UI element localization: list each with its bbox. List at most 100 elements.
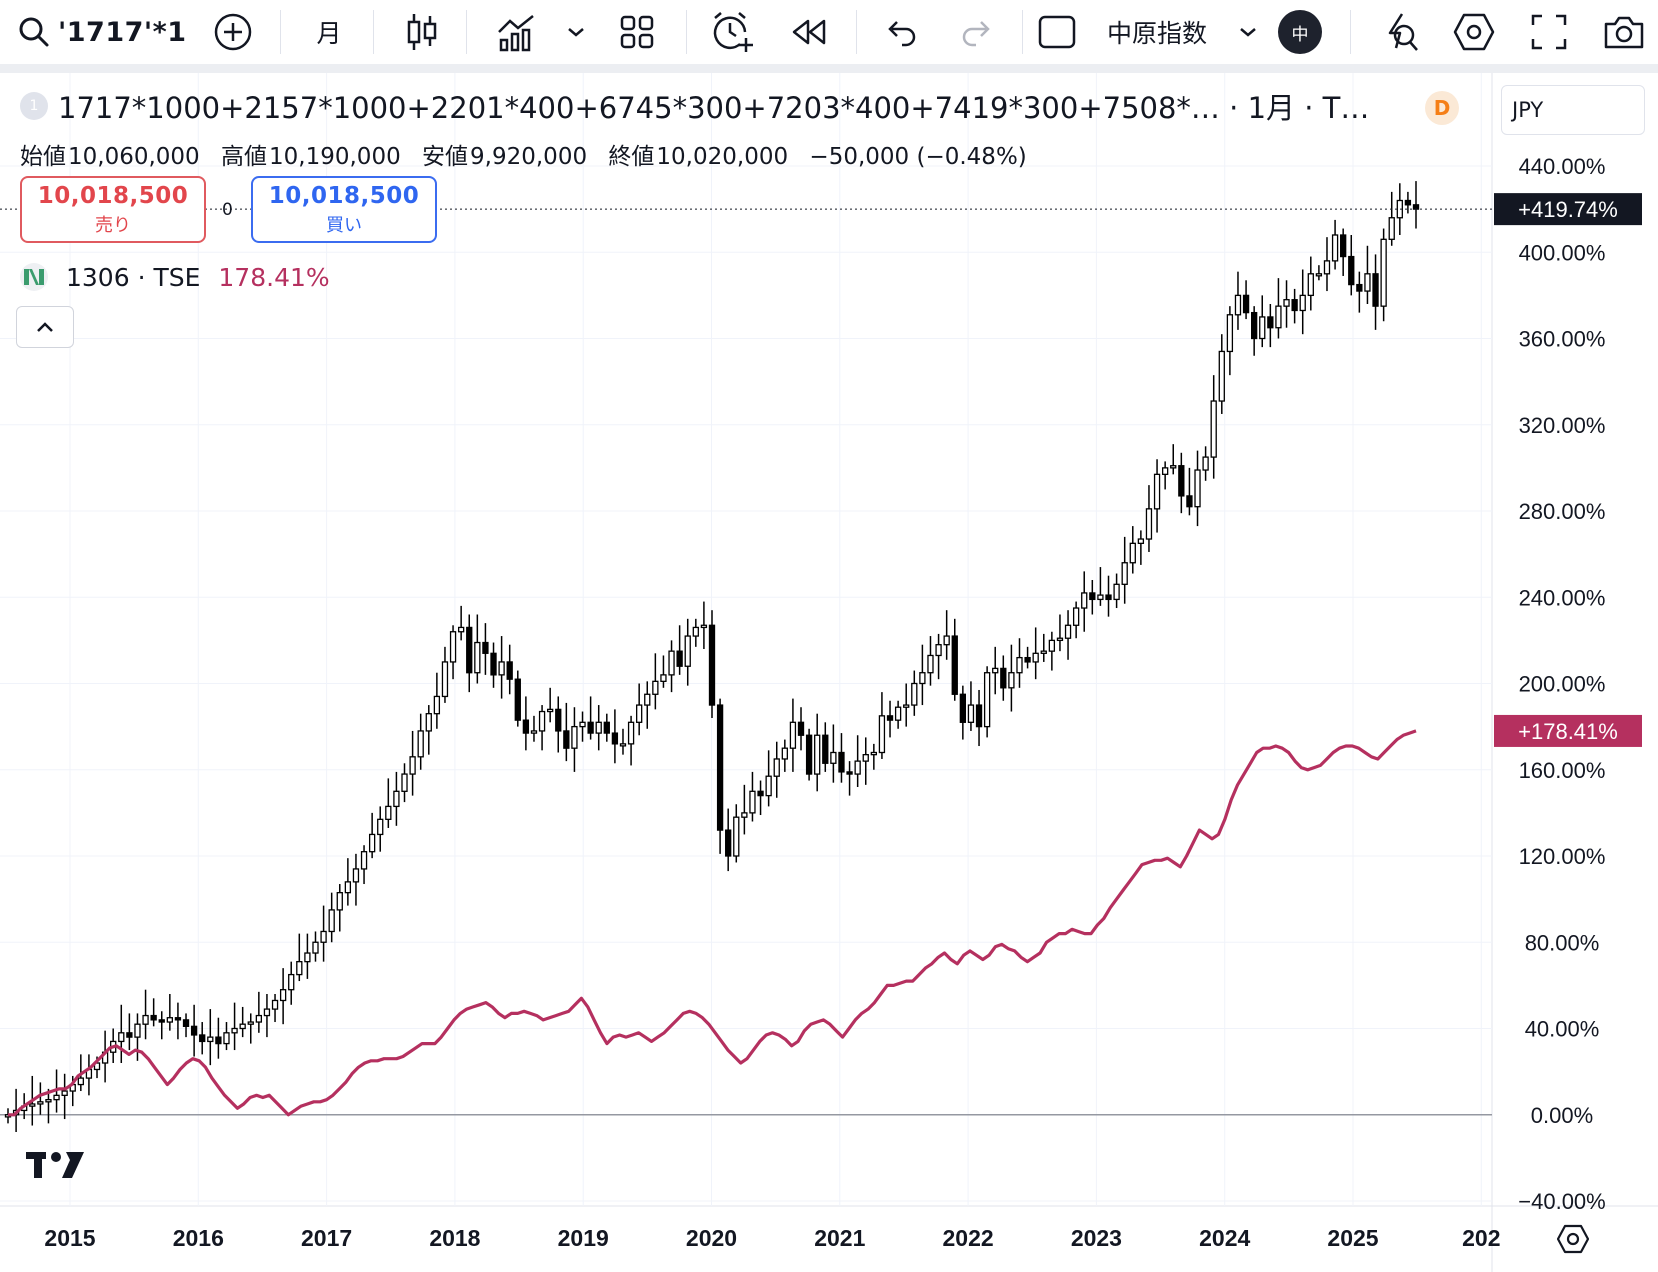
toolbar-divider <box>1022 10 1023 54</box>
candle-body <box>482 641 489 654</box>
theme-label: 中 <box>1278 10 1322 54</box>
candle-body <box>919 672 926 685</box>
open-value: 10,060,000 <box>68 144 200 170</box>
toolbar-divider <box>466 10 467 54</box>
candle-body <box>466 626 473 674</box>
data-source-badge[interactable]: D <box>1425 91 1459 125</box>
toolbar-divider <box>280 10 281 54</box>
indicators-icon[interactable] <box>494 0 538 64</box>
lightning-search-icon[interactable] <box>1378 0 1422 64</box>
candle-body <box>490 652 497 676</box>
candle-body <box>296 961 303 976</box>
candle-body <box>611 732 619 745</box>
redo-icon[interactable] <box>956 0 998 64</box>
candle-body <box>409 756 416 775</box>
candle-body <box>1251 311 1258 340</box>
candle-body <box>1396 199 1403 219</box>
time-axis-label: 2024 <box>1199 1225 1250 1251</box>
candle-body <box>1315 273 1323 277</box>
chevron-down-icon[interactable] <box>562 0 590 64</box>
candle-body <box>1242 294 1250 314</box>
grid-layout-icon[interactable] <box>617 0 657 64</box>
hexagon-gear-icon[interactable] <box>1452 0 1496 64</box>
candle-body <box>61 1090 68 1096</box>
rewind-icon[interactable] <box>788 0 830 64</box>
candle-body <box>368 833 376 853</box>
low-value: 9,920,000 <box>470 144 588 170</box>
candle-body <box>1291 299 1298 312</box>
change-value: −50,000 (−0.48%) <box>809 144 1027 170</box>
candle-body <box>830 751 837 764</box>
candle-body <box>878 715 886 754</box>
series-number-badge[interactable]: 1 <box>20 92 48 120</box>
candle-body <box>134 1023 141 1038</box>
candle-body <box>1000 667 1007 689</box>
compare-price-label: +178.41% <box>1518 719 1618 744</box>
series-title[interactable]: 1717*1000+2157*1000+2201*400+6745*300+72… <box>58 91 1370 125</box>
symbol-search-field[interactable]: '1717'*1 <box>58 16 187 48</box>
candle-body <box>271 999 279 1010</box>
candle-body <box>805 734 813 775</box>
candle-body <box>441 661 449 698</box>
candle-body <box>708 624 716 706</box>
currency-selector[interactable]: JPY <box>1501 85 1645 135</box>
buy-button[interactable]: 10,018,500 買い <box>251 176 437 243</box>
candle-body <box>1380 238 1387 307</box>
price-axis-label: 0.00% <box>1531 1103 1593 1128</box>
exchange-flag-icon <box>20 263 48 291</box>
sell-button[interactable]: 10,018,500 売り <box>20 176 206 243</box>
candle-body <box>263 1008 271 1017</box>
candle-body <box>797 721 805 736</box>
candle-body <box>1145 508 1153 540</box>
candle-body <box>555 708 562 732</box>
compare-symbol: 1306 · TSE <box>66 262 201 292</box>
candle-body <box>1186 495 1193 508</box>
alarm-plus-icon[interactable] <box>708 0 756 64</box>
candle-body <box>773 758 780 777</box>
compare-legend[interactable]: 1306 · TSE 178.41% <box>20 260 330 294</box>
undo-icon[interactable] <box>880 0 922 64</box>
interval-button[interactable]: 月 <box>316 19 342 48</box>
search-icon[interactable] <box>14 0 54 64</box>
candle-body <box>538 710 546 732</box>
rectangle-icon[interactable] <box>1036 0 1078 64</box>
chevron-down-icon[interactable] <box>1234 0 1262 64</box>
theme-toggle[interactable]: 中 <box>1277 0 1323 64</box>
candle-body <box>1064 624 1072 639</box>
candle-body <box>215 1036 222 1045</box>
candle-body <box>627 721 635 745</box>
index-selector[interactable]: 中原指数 <box>1106 19 1207 48</box>
plus-circle-icon[interactable] <box>210 0 256 64</box>
compare-value: 178.41% <box>218 262 330 292</box>
candle-body <box>1194 469 1201 508</box>
candle-body <box>53 1094 60 1101</box>
time-axis-label: 2016 <box>173 1225 224 1251</box>
candle-body <box>733 816 740 857</box>
candle-body <box>741 812 748 818</box>
fullscreen-icon[interactable] <box>1528 0 1570 64</box>
price-axis-label: 320.00% <box>1519 413 1606 438</box>
collapse-legend-button[interactable] <box>16 306 74 348</box>
candle-body <box>1267 316 1274 329</box>
open-label: 始値 <box>20 144 66 170</box>
spread-value: 0 <box>222 200 233 220</box>
price-axis-label: 400.00% <box>1519 240 1606 265</box>
candles-icon[interactable] <box>402 0 442 64</box>
candle-body <box>603 721 610 734</box>
candle-body <box>142 1014 149 1025</box>
toolbar-bottom-band <box>0 64 1658 73</box>
candle-body <box>1170 465 1177 469</box>
candle-body <box>1331 234 1339 262</box>
price-axis-label: 280.00% <box>1519 499 1606 524</box>
time-axis-label: 2022 <box>943 1225 994 1251</box>
buy-label: 買い <box>326 214 362 236</box>
candle-body <box>1032 652 1039 663</box>
high-value: 10,190,000 <box>269 144 401 170</box>
candle-body <box>636 704 643 723</box>
camera-icon[interactable] <box>1600 0 1648 64</box>
last-price-tag <box>1494 193 1642 226</box>
candle-body <box>894 706 902 721</box>
hexagon-gear-icon[interactable] <box>1556 1224 1590 1258</box>
compare-price-tag <box>1494 714 1642 747</box>
